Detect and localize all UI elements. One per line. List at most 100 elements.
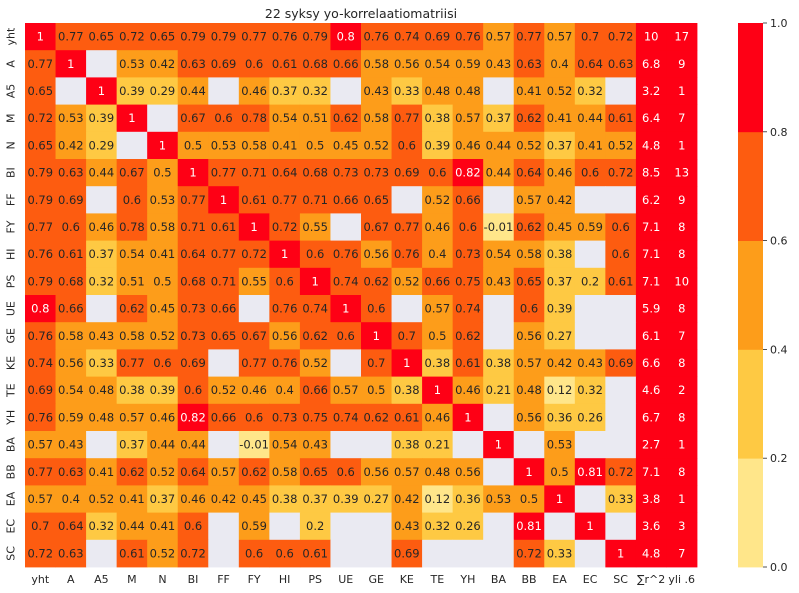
heatmap-cell: [544, 403, 576, 432]
cell-value-label: 1: [220, 193, 227, 207]
cell-value-label: 0.55: [302, 220, 328, 234]
heatmap-cell: [452, 213, 484, 241]
y-tick-label: BB: [5, 464, 18, 479]
heatmap-cell: [238, 512, 270, 541]
heatmap-cell: [86, 77, 118, 105]
heatmap-cell: [361, 159, 392, 187]
heatmap-cell: [269, 485, 301, 513]
heatmap-cell: [422, 159, 454, 187]
cell-value-label: 0.53: [150, 193, 176, 207]
y-tick-label: EC: [5, 519, 18, 534]
cell-value-label: 0.71: [302, 193, 328, 207]
heatmap-cell: [605, 349, 637, 377]
heatmap-cell: [666, 403, 698, 432]
cell-value-label: 0.65: [363, 193, 389, 207]
cell-value-label: 0.43: [486, 274, 512, 288]
heatmap-cell: [238, 349, 270, 377]
heatmap-cell: [147, 240, 179, 269]
heatmap-cell: [269, 376, 301, 405]
heatmap-cell: [116, 213, 148, 241]
cell-value-label: 0.57: [119, 410, 145, 424]
heatmap-cell: [269, 186, 301, 214]
cell-value-label: 0.57: [27, 492, 53, 506]
cell-value-label: 0.38: [272, 492, 298, 506]
y-tick-label: YH: [5, 410, 18, 426]
heatmap-cell: [452, 512, 484, 541]
heatmap-cell: [422, 186, 454, 214]
heatmap-cell: [147, 186, 179, 214]
heatmap-cell: [330, 295, 362, 323]
heatmap-cell: [55, 295, 87, 323]
cell-value-label: 0.79: [27, 193, 53, 207]
cell-value-label: 3.8: [642, 492, 660, 506]
cell-value-label: 0.74: [333, 274, 359, 288]
cell-value-label: 0.76: [394, 247, 420, 261]
cell-value-label: 0.52: [211, 383, 237, 397]
cell-value-label: 0.57: [516, 193, 542, 207]
cell-value-label: 0.46: [180, 492, 206, 506]
cell-value-label: 4.8: [642, 546, 660, 560]
heatmap-cell: [177, 295, 209, 323]
heatmap-cell: [25, 485, 56, 513]
heatmap-cell: [86, 186, 118, 214]
heatmap-cell: [513, 23, 545, 51]
heatmap-cell: [361, 539, 392, 568]
cell-value-label: 0.32: [302, 84, 328, 98]
heatmap-cell: [452, 186, 484, 214]
cell-value-label: 0.77: [27, 465, 53, 479]
heatmap-cell: [299, 431, 331, 459]
x-tick-label: GE: [369, 573, 385, 586]
heatmap-cell: [544, 186, 576, 214]
colorbar-tick-labels: 0.0 0.2 0.4 0.6 0.8 1.0: [763, 17, 788, 574]
heatmap-cell: [116, 349, 148, 377]
cell-value-label: 0.6: [611, 220, 629, 234]
x-axis-tick-labels: yht A A5 M N BI FF FY HI PS UE GE KE TE YH BA BB EA EC SC ∑r…: [31, 573, 695, 586]
heatmap-cell: [666, 322, 698, 350]
heatmap-cell: [55, 104, 87, 133]
cell-value-label: 10: [674, 274, 689, 288]
heatmap-cell: [544, 376, 576, 405]
cell-value-label: 0.48: [89, 410, 115, 424]
cell-value-label: 0.69: [58, 193, 84, 207]
x-tick-label: TE: [430, 573, 445, 586]
heatmap-cell: [238, 159, 270, 187]
heatmap-cell: [391, 322, 423, 350]
heatmap-cell: [25, 376, 56, 405]
cell-value-label: 0.6: [337, 465, 355, 479]
cell-value-label: 0.51: [302, 111, 328, 125]
cell-value-label: 1: [98, 84, 105, 98]
heatmap-cell: [238, 104, 270, 133]
heatmap-cell: [544, 322, 576, 350]
heatmap-cell: [361, 50, 392, 78]
cell-value-label: 0.7: [31, 519, 49, 533]
cell-value-label: 0.63: [58, 465, 84, 479]
y-tick-label: TE: [5, 383, 18, 398]
cell-value-label: 0.44: [486, 166, 512, 180]
heatmap-cell: [116, 322, 148, 350]
cell-value-label: 0.68: [302, 166, 328, 180]
heatmap-cell: [635, 77, 667, 105]
heatmap-cell: [116, 186, 148, 214]
y-tick-label: FF: [5, 193, 18, 206]
heatmap-cell: [452, 104, 484, 133]
cell-value-label: 0.56: [58, 356, 84, 370]
heatmap-cell: [391, 159, 423, 187]
cell-value-label: 0.37: [89, 247, 115, 261]
heatmap-cell: [605, 403, 637, 432]
cell-value-label: 0.57: [547, 30, 573, 44]
y-tick-label: M: [5, 113, 18, 123]
cell-value-label: 0.66: [302, 383, 328, 397]
heatmap-cell: [25, 295, 56, 323]
heatmap-cell: [177, 186, 209, 214]
cell-value-label: 1: [67, 57, 74, 71]
cell-value-label: 0.66: [211, 302, 237, 316]
cell-value-label: 0.62: [241, 465, 267, 479]
heatmap-cell: [238, 322, 270, 350]
cell-value-label: 7.1: [642, 247, 660, 261]
heatmap-cell: [55, 213, 87, 241]
heatmap-cell: [574, 322, 606, 350]
heatmap-cell: [177, 240, 209, 269]
cell-value-label: 10: [644, 30, 659, 44]
cell-value-label: 0.41: [272, 138, 298, 152]
heatmap-cell: [208, 186, 240, 214]
